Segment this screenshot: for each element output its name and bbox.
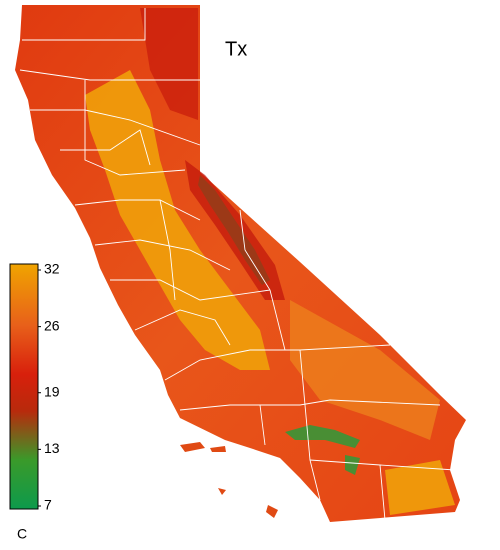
colorbar-tick-label: 7 <box>44 497 52 513</box>
central-valley <box>85 70 270 370</box>
channel-islands <box>180 442 278 518</box>
colorbar <box>9 263 39 510</box>
colorbar-tick-label: 19 <box>44 383 60 399</box>
colorbar-tick-label: 32 <box>44 261 60 277</box>
colorbar-ticks: 32 26 19 13 7 <box>38 261 60 513</box>
transverse-range <box>285 425 360 448</box>
colorbar-tick-label: 26 <box>44 317 60 333</box>
colorbar-tick-label: 13 <box>44 440 60 456</box>
desert-area <box>290 300 440 440</box>
state-area <box>15 5 466 522</box>
map-title: Tx <box>225 38 247 60</box>
sierra-red <box>185 160 285 300</box>
north-mountains <box>140 8 198 120</box>
colorbar-unit: C <box>17 526 27 542</box>
imperial-valley <box>385 460 455 515</box>
san-jacinto <box>345 455 360 475</box>
county-lines <box>19 8 456 521</box>
